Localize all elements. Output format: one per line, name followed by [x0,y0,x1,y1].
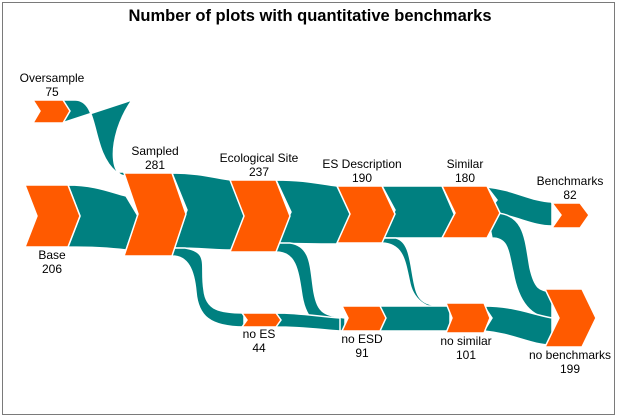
node-es-desc [335,185,396,244]
node-benchmarks [550,202,590,229]
node-base [23,184,81,248]
value-no-es: 44 [252,341,266,355]
value-no-benchmarks: 199 [560,362,580,376]
node-similar [440,185,501,239]
label-similar: Similar [447,157,484,171]
node-eco-site [228,179,291,253]
label-no-benchmarks: no benchmarks [529,348,611,362]
value-no-esd: 91 [355,346,369,360]
value-no-similar: 101 [456,348,476,362]
link-esdesc-nosimilar [381,237,451,311]
node-no-benchmarks [543,288,597,348]
label-sampled: Sampled [131,144,178,158]
value-similar: 180 [455,171,475,185]
label-benchmarks: Benchmarks [537,174,604,188]
value-benchmarks: 82 [563,188,577,202]
link-noes-noesd [275,312,341,332]
node-sampled [122,172,187,257]
value-base: 206 [42,262,62,276]
value-oversample: 75 [45,85,59,99]
node-oversample [31,99,71,124]
link-oversample-sampled [61,98,137,177]
node-labels: Oversample 75 Base 206 Sampled 281 Ecolo… [20,71,611,376]
node-no-similar [444,302,491,334]
flow-nodes [23,99,597,348]
label-no-es: no ES [243,327,276,341]
label-es-desc: ES Description [322,157,401,171]
value-es-desc: 190 [352,171,372,185]
diagram-title: Number of plots with quantitative benchm… [128,7,492,25]
value-eco-site: 237 [249,165,269,179]
node-no-esd [340,305,387,332]
label-no-esd: no ESD [341,332,383,346]
label-oversample: Oversample [20,71,85,85]
node-no-es [240,312,282,328]
link-noesd-nosimilar [379,305,451,332]
label-eco-site: Ecological Site [220,151,299,165]
label-base: Base [38,248,66,262]
value-sampled: 281 [145,158,165,172]
link-sampled-noes [171,247,245,328]
label-no-similar: no similar [440,334,491,348]
link-similar-nobenchmarks [486,212,553,319]
